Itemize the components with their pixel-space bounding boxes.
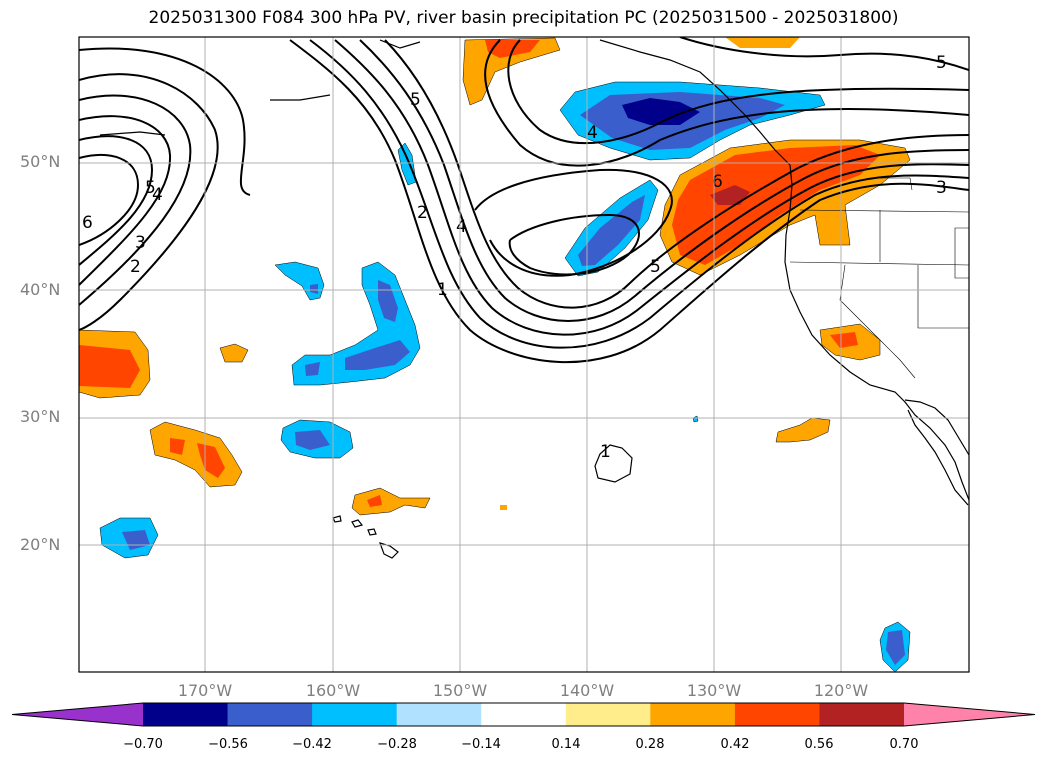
contour-label: 2 [417, 203, 428, 223]
colorbar-segment [312, 703, 398, 726]
contour-label: 1 [600, 442, 611, 462]
longitude-label: 160°W [305, 681, 361, 700]
longitude-label: 140°W [559, 681, 615, 700]
colorbar-tick-label: 0.70 [889, 737, 919, 752]
positive-anomaly-areas [79, 37, 911, 516]
colorbar-tick-label: −0.56 [208, 737, 248, 752]
contour-label: 5 [650, 257, 661, 277]
longitude-label: 120°W [813, 681, 869, 700]
latitude-label: 40°N [20, 280, 61, 299]
colorbar-segment [650, 703, 736, 726]
contour-label: 5 [145, 178, 156, 198]
colorbar-segment [734, 703, 820, 726]
contour-label: 6 [82, 213, 93, 233]
colorbar-segment [481, 703, 567, 726]
contour-label: 5 [936, 53, 947, 73]
contour-label: 5 [410, 90, 421, 110]
colorbar-extend-low [12, 703, 143, 726]
longitude-label: 130°W [686, 681, 742, 700]
negative-anomaly-areas [99, 81, 911, 672]
latitude-label: 30°N [20, 407, 61, 426]
contour-label: 6 [712, 172, 723, 192]
colorbar-segment [227, 703, 313, 726]
colorbar-tick-label: −0.42 [292, 737, 332, 752]
longitude-label: 150°W [432, 681, 488, 700]
contour-label: 3 [936, 178, 947, 198]
colorbar-segment [143, 703, 229, 726]
colorbar-segment [565, 703, 651, 726]
contour-labels: 6 5 4 3 2 5 4 2 1 1 4 5 6 3 5 [82, 53, 947, 462]
contour-label: 4 [587, 123, 598, 143]
gridlines [79, 37, 969, 672]
colorbar-tick-label: −0.70 [123, 737, 163, 752]
colorbar-extend-high [904, 703, 1035, 726]
colorbar-tick-label: −0.28 [377, 737, 417, 752]
colorbar-tick-label: 0.56 [804, 737, 834, 752]
contour-label: 2 [130, 257, 141, 277]
colorbar-tick-label: −0.14 [461, 737, 501, 752]
colorbar-outline [11, 702, 1036, 727]
longitude-label: 170°W [177, 681, 233, 700]
map-title: 2025031300 F084 300 hPa PV, river basin … [148, 8, 899, 28]
colorbar-tick-label: 0.42 [720, 737, 750, 752]
colorbar-segments [11, 702, 1036, 727]
latitude-label: 50°N [20, 152, 61, 171]
contour-label: 4 [456, 217, 467, 237]
colorbar-segment [396, 703, 482, 726]
pv-contours [79, 37, 969, 364]
map-frame [78, 36, 970, 673]
colorbar-tick-label: 0.28 [635, 737, 665, 752]
contour-label: 3 [135, 233, 146, 253]
colorbar-segment [819, 703, 905, 726]
colorbar-tick-label: 0.14 [551, 737, 581, 752]
contour-label: 4 [152, 185, 163, 205]
latitude-label: 20°N [20, 535, 61, 554]
